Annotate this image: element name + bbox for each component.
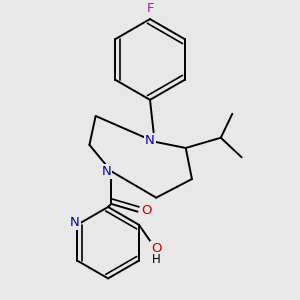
Text: F: F <box>146 2 154 15</box>
Text: H: H <box>152 254 161 266</box>
Text: O: O <box>152 242 162 255</box>
Text: N: N <box>70 216 80 229</box>
Text: O: O <box>141 204 152 217</box>
Text: N: N <box>102 165 111 178</box>
Text: N: N <box>145 134 155 147</box>
